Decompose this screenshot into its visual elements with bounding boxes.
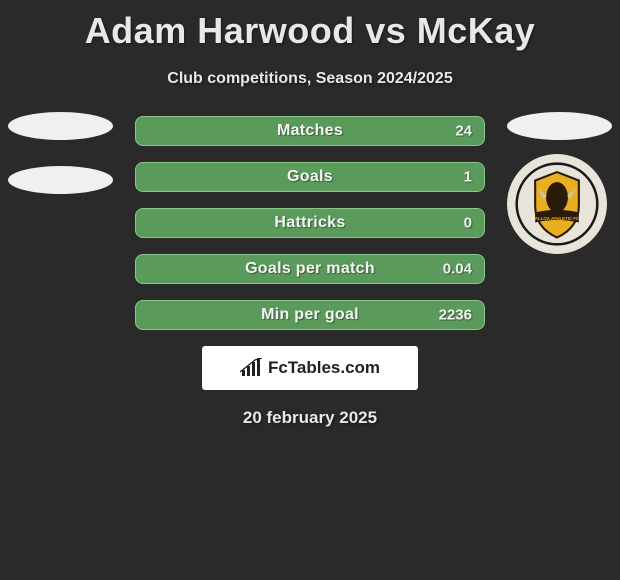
stat-row-goals-per-match: Goals per match 0.04 bbox=[135, 254, 485, 284]
stat-row-matches: Matches 24 bbox=[135, 116, 485, 146]
stat-row-goals: Goals 1 bbox=[135, 162, 485, 192]
date-text: 20 february 2025 bbox=[0, 408, 620, 428]
stat-bars: Matches 24 Goals 1 Hattricks 0 Goals per… bbox=[135, 116, 485, 330]
alloa-athletic-logo-icon: ALLOA ATHLETIC FC bbox=[515, 162, 599, 246]
brand-attribution[interactable]: FcTables.com bbox=[202, 346, 418, 390]
stat-row-hattricks: Hattricks 0 bbox=[135, 208, 485, 238]
brand-text: FcTables.com bbox=[268, 358, 380, 378]
stat-value: 0.04 bbox=[443, 261, 472, 278]
fctables-chart-icon bbox=[240, 358, 264, 378]
stat-label: Matches bbox=[277, 122, 343, 140]
stats-container: ALLOA ATHLETIC FC Matches 24 Goals 1 Hat… bbox=[0, 116, 620, 330]
right-placeholder-group: ALLOA ATHLETIC FC bbox=[507, 112, 612, 254]
left-placeholder-group bbox=[8, 112, 113, 220]
page-subtitle: Club competitions, Season 2024/2025 bbox=[0, 70, 620, 88]
stat-value: 24 bbox=[455, 123, 472, 140]
stat-label: Goals bbox=[287, 168, 333, 186]
stat-label: Hattricks bbox=[274, 214, 345, 232]
club-logo: ALLOA ATHLETIC FC bbox=[507, 154, 607, 254]
stat-value: 0 bbox=[464, 215, 472, 232]
placeholder-ellipse bbox=[8, 166, 113, 194]
placeholder-ellipse bbox=[8, 112, 113, 140]
svg-text:ALLOA ATHLETIC FC: ALLOA ATHLETIC FC bbox=[535, 216, 580, 221]
stat-value: 2236 bbox=[439, 307, 472, 324]
stat-value: 1 bbox=[464, 169, 472, 186]
stat-label: Goals per match bbox=[245, 260, 375, 278]
stat-row-min-per-goal: Min per goal 2236 bbox=[135, 300, 485, 330]
placeholder-ellipse bbox=[507, 112, 612, 140]
stat-label: Min per goal bbox=[261, 306, 359, 324]
page-title: Adam Harwood vs McKay bbox=[0, 0, 620, 52]
